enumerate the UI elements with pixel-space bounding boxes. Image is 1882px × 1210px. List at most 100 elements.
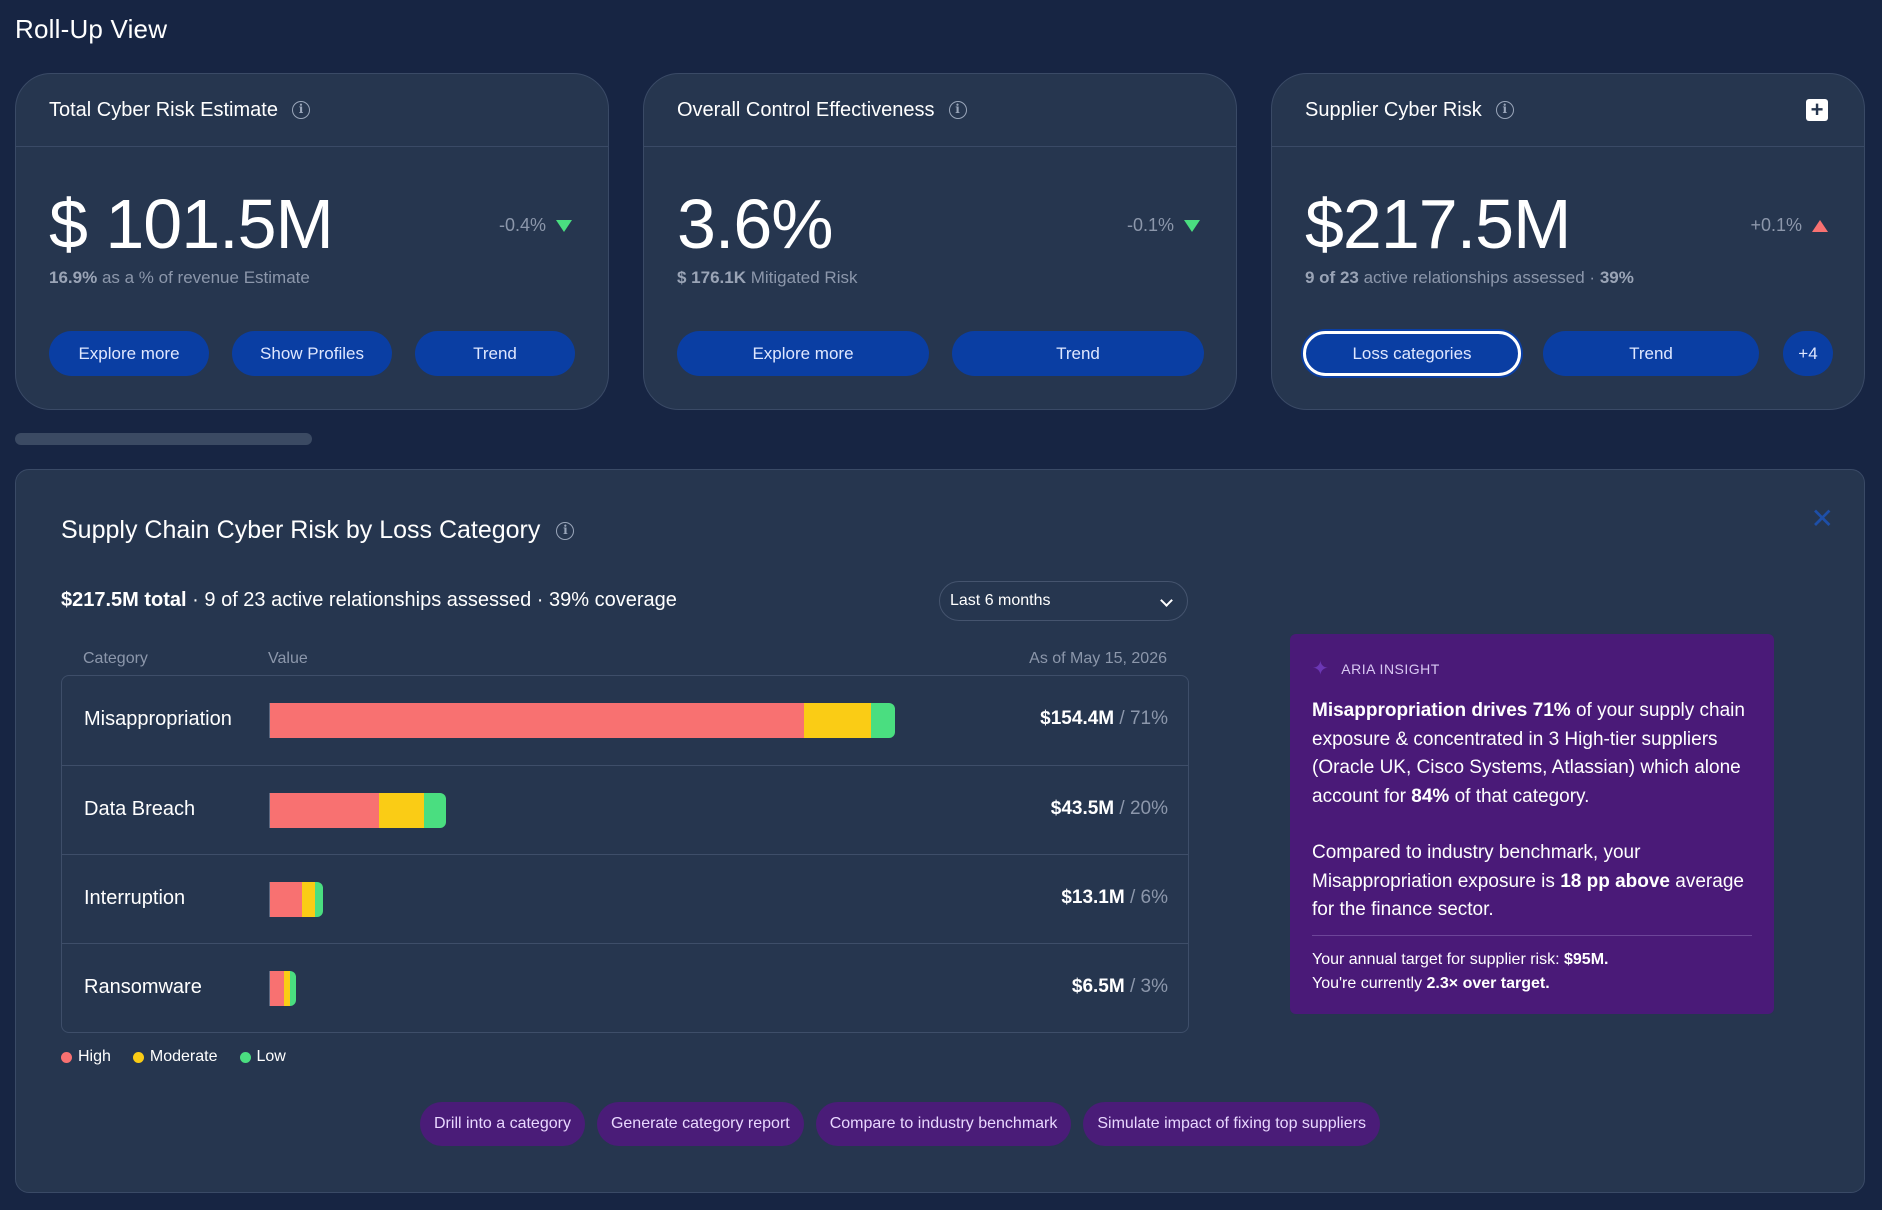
loss-categories-button[interactable]: Loss categories — [1303, 331, 1521, 376]
trend-up-icon — [1812, 219, 1828, 232]
horizontal-scrollbar[interactable] — [15, 433, 312, 445]
bar-segment-low — [423, 793, 447, 828]
kpi-value: $ 101.5M — [49, 185, 334, 263]
column-header-category: Category — [83, 650, 148, 667]
insight-emphasis: Misappropriation drives 71% — [1312, 700, 1571, 721]
column-header-as-of: As of May 15, 2026 — [1029, 650, 1167, 667]
action-chip[interactable]: Generate category report — [596, 1102, 804, 1146]
kpi-subtext-label: active relationships assessed · — [1363, 268, 1596, 287]
info-icon[interactable]: i — [291, 101, 310, 119]
card-control-effectiveness: Overall Control Effectiveness i 3.6% -0.… — [643, 73, 1237, 410]
bar-segment-moderate — [379, 793, 424, 828]
card-title: Total Cyber Risk Estimate — [49, 98, 278, 121]
info-icon[interactable]: i — [1495, 101, 1514, 119]
bar-segment-high — [270, 703, 805, 738]
explore-more-button[interactable]: Explore more — [49, 331, 209, 376]
insight-emphasis: $95M. — [1564, 950, 1609, 968]
more-button[interactable]: +4 — [1783, 331, 1833, 376]
card-header: Total Cyber Risk Estimate i — [16, 74, 608, 147]
insight-body: Misappropriation drives 71% of your supp… — [1312, 697, 1752, 925]
period-select-value: Last 6 months — [950, 592, 1051, 609]
table-row[interactable]: Ransomware $6.5M / 3% — [62, 943, 1188, 1032]
aria-insight-card: ✦ ARIA INSIGHT Misappropriation drives 7… — [1290, 634, 1774, 1014]
action-chip[interactable]: Simulate impact of fixing top suppliers — [1083, 1102, 1380, 1146]
stacked-bar[interactable] — [269, 882, 324, 917]
info-icon[interactable]: i — [556, 521, 575, 540]
insight-text: average for the finance sector. — [1312, 870, 1744, 921]
stacked-bar[interactable] — [269, 703, 895, 738]
bar-segment-moderate — [284, 971, 291, 1006]
bar-segment-low — [314, 882, 324, 917]
share-label: / 71% — [1119, 708, 1168, 729]
value-label: $13.1M — [1061, 887, 1125, 908]
info-icon[interactable]: i — [948, 101, 967, 119]
add-icon[interactable]: + — [1806, 99, 1828, 121]
bar-segment-high — [270, 971, 285, 1006]
insight-text: of your supply chain exposure & concentr… — [1312, 700, 1745, 807]
legend-item: Moderate — [132, 1048, 218, 1066]
category-label: Data Breach — [84, 798, 196, 820]
kpi-subtext-strong: 16.9% — [49, 268, 98, 287]
table-row[interactable]: Misappropriation $154.4M / 71% — [62, 676, 1188, 765]
category-value: $13.1M / 6% — [1061, 887, 1168, 909]
legend-dot-icon — [61, 1051, 72, 1063]
trend-button[interactable]: Trend — [952, 331, 1204, 376]
kpi-delta: -0.4% — [499, 215, 572, 236]
show-profiles-button[interactable]: Show Profiles — [232, 331, 392, 376]
trend-down-icon — [1184, 219, 1200, 232]
category-label: Ransomware — [84, 976, 202, 998]
value-label: $154.4M — [1040, 708, 1115, 729]
action-chip[interactable]: Compare to industry benchmark — [815, 1102, 1072, 1146]
insight-text: of that category. — [1449, 785, 1590, 807]
card-header: Overall Control Effectiveness i — [644, 74, 1236, 147]
page-title: Roll-Up View — [15, 14, 168, 44]
card-total-cyber-risk: Total Cyber Risk Estimate i $ 101.5M -0.… — [15, 73, 609, 410]
kpi-subtext-label: as a % of revenue Estimate — [101, 268, 310, 287]
stacked-bar[interactable] — [269, 793, 447, 828]
summary-detail: · 9 of 23 active relationships assessed … — [192, 589, 677, 611]
period-select[interactable]: Last 6 months — [939, 581, 1188, 621]
share-label: / 3% — [1129, 976, 1168, 997]
kpi-subtext-label: Mitigated Risk — [750, 268, 858, 287]
insight-text: Your annual target for supplier risk: — [1312, 950, 1564, 968]
bar-segment-high — [270, 882, 303, 917]
insight-label: ARIA INSIGHT — [1341, 660, 1440, 677]
bar-segment-moderate — [302, 882, 315, 917]
stacked-bar[interactable] — [269, 971, 297, 1006]
category-label: Misappropriation — [84, 708, 232, 730]
close-icon[interactable]: ✕ — [1810, 502, 1834, 535]
legend-dot-icon — [132, 1051, 144, 1063]
share-label: / 6% — [1129, 887, 1168, 908]
bar-segment-low — [871, 703, 895, 738]
legend-label: Moderate — [149, 1048, 218, 1065]
card-header: Supplier Cyber Risk i + — [1272, 74, 1864, 147]
insight-divider — [1312, 934, 1752, 936]
trend-button[interactable]: Trend — [415, 331, 575, 376]
panel-title-text: Supply Chain Cyber Risk by Loss Category — [61, 516, 541, 544]
column-header-value: Value — [268, 650, 308, 667]
loss-category-panel: Supply Chain Cyber Risk by Loss Category… — [15, 469, 1865, 1193]
kpi-delta: -0.1% — [1127, 215, 1200, 236]
table-row[interactable]: Data Breach $43.5M / 20% — [62, 765, 1188, 854]
category-value: $43.5M / 20% — [1051, 798, 1168, 820]
table-row[interactable]: Interruption $13.1M / 6% — [62, 854, 1188, 943]
category-value: $6.5M / 3% — [1072, 976, 1168, 998]
insight-header: ✦ ARIA INSIGHT — [1312, 656, 1752, 681]
delta-text: -0.1% — [1126, 215, 1174, 235]
kpi-subtext: 9 of 23 active relationships assessed · … — [1305, 268, 1634, 288]
sparkle-icon: ✦ — [1312, 658, 1330, 680]
insight-paragraph: Compared to industry benchmark, your Mis… — [1312, 839, 1752, 925]
insight-emphasis: 18 pp above — [1560, 870, 1671, 892]
suggested-actions: Drill into a category Generate category r… — [420, 1102, 1380, 1146]
insight-text: Compared to industry benchmark, your Mis… — [1312, 842, 1641, 892]
kpi-subtext: 16.9% as a % of revenue Estimate — [49, 268, 310, 288]
trend-button[interactable]: Trend — [1543, 331, 1759, 376]
trend-down-icon — [556, 219, 572, 232]
chevron-down-icon — [1160, 594, 1173, 607]
share-label: / 20% — [1119, 798, 1168, 819]
action-chip[interactable]: Drill into a category — [420, 1102, 585, 1146]
bar-segment-high — [270, 793, 380, 828]
kpi-value: $217.5M — [1305, 185, 1571, 263]
insight-paragraph: Misappropriation drives 71% of your supp… — [1312, 697, 1752, 811]
explore-more-button[interactable]: Explore more — [677, 331, 929, 376]
